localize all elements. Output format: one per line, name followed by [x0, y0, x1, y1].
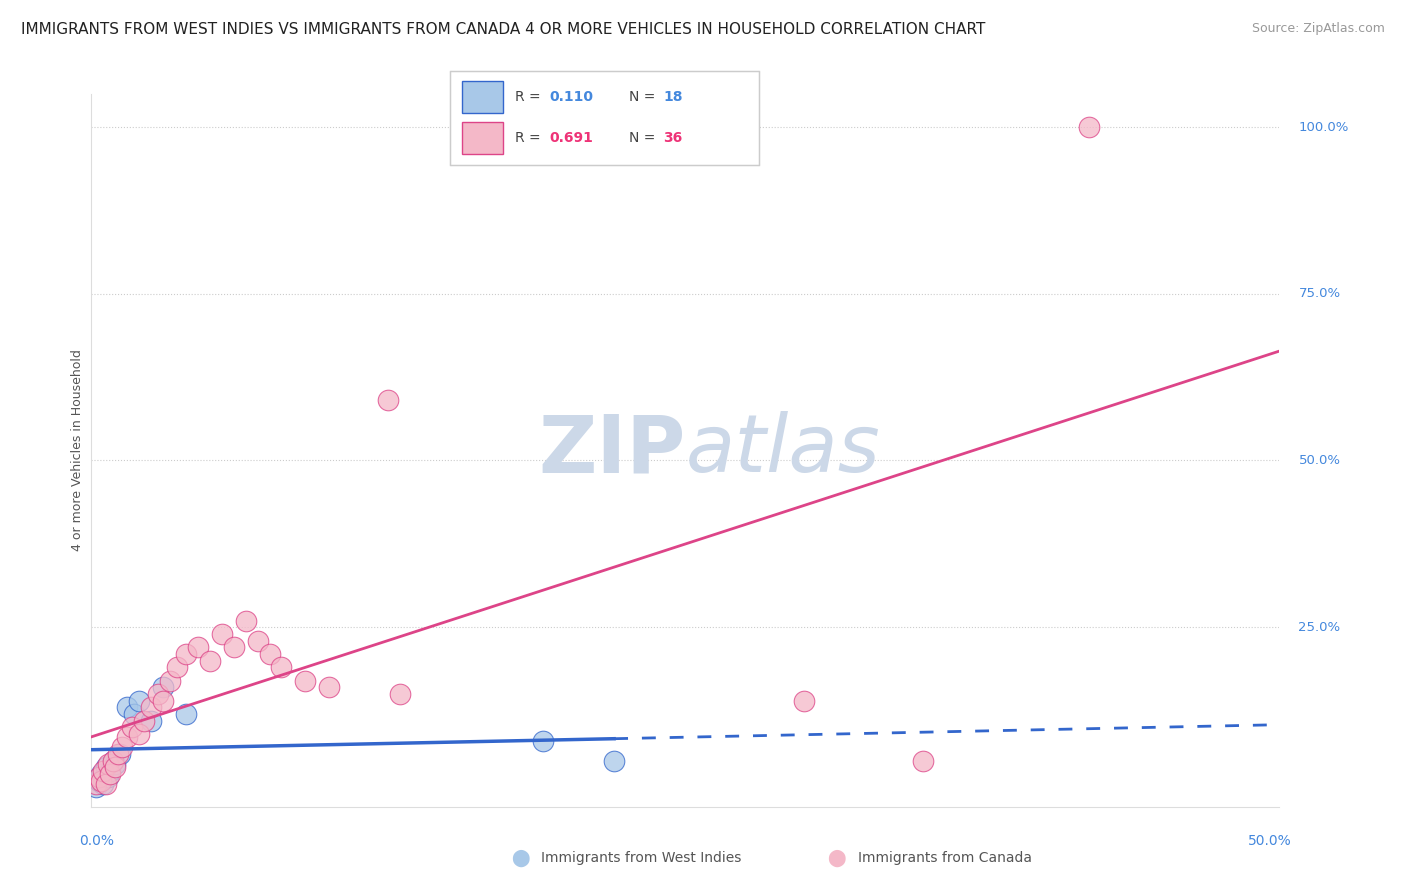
Point	[90, 767, 112, 781]
Bar	[463, 81, 502, 112]
Point	[132, 714, 155, 728]
Text: 0.691: 0.691	[548, 131, 593, 145]
Point	[104, 756, 127, 771]
Bar	[463, 122, 502, 153]
Point	[94, 777, 117, 791]
Text: Immigrants from West Indies: Immigrants from West Indies	[541, 851, 742, 865]
Point	[104, 760, 127, 774]
Point	[101, 754, 124, 768]
Point	[793, 693, 815, 707]
Point	[84, 780, 107, 795]
Point	[176, 706, 198, 721]
Text: R =: R =	[515, 90, 546, 103]
Point	[377, 393, 399, 408]
Point	[90, 773, 112, 788]
Point	[91, 777, 114, 791]
Text: 0.110: 0.110	[548, 90, 593, 103]
Text: 75.0%: 75.0%	[1299, 287, 1340, 301]
Point	[139, 700, 162, 714]
Point	[87, 770, 110, 784]
Point	[294, 673, 316, 688]
Text: IMMIGRANTS FROM WEST INDIES VS IMMIGRANTS FROM CANADA 4 OR MORE VEHICLES IN HOUS: IMMIGRANTS FROM WEST INDIES VS IMMIGRANT…	[21, 22, 986, 37]
Point	[235, 614, 257, 628]
Point	[84, 777, 107, 791]
Point	[115, 700, 138, 714]
Text: 18: 18	[664, 90, 683, 103]
Y-axis label: 4 or more Vehicles in Household: 4 or more Vehicles in Household	[72, 350, 84, 551]
Point	[87, 773, 110, 788]
Text: 36: 36	[664, 131, 682, 145]
Point	[97, 756, 120, 771]
Point	[115, 730, 138, 744]
Point	[222, 640, 245, 655]
Point	[94, 760, 117, 774]
Point	[1078, 120, 1101, 134]
Point	[146, 687, 169, 701]
Point	[111, 740, 134, 755]
Point	[176, 647, 198, 661]
Point	[128, 727, 150, 741]
Point	[121, 720, 143, 734]
Point	[100, 764, 122, 778]
Text: 25.0%: 25.0%	[1299, 621, 1340, 633]
Point	[270, 660, 292, 674]
Point	[166, 660, 188, 674]
Point	[91, 764, 114, 778]
Point	[122, 706, 145, 721]
Text: ZIP: ZIP	[538, 411, 685, 490]
Text: 50.0%: 50.0%	[1299, 454, 1340, 467]
Text: R =: R =	[515, 131, 546, 145]
Point	[159, 673, 181, 688]
Point	[389, 687, 412, 701]
Point	[200, 654, 222, 668]
Text: Immigrants from Canada: Immigrants from Canada	[858, 851, 1032, 865]
Point	[211, 627, 233, 641]
Text: ⬤: ⬤	[510, 849, 530, 867]
Point	[187, 640, 209, 655]
Text: 100.0%: 100.0%	[1299, 120, 1348, 134]
Point	[101, 754, 124, 768]
Point	[259, 647, 281, 661]
Text: ⬤: ⬤	[827, 849, 846, 867]
Text: N =: N =	[630, 90, 659, 103]
Point	[108, 747, 131, 761]
Point	[152, 693, 174, 707]
Point	[107, 747, 129, 761]
Text: 0.0%: 0.0%	[80, 834, 114, 848]
Point	[97, 770, 120, 784]
Point	[152, 680, 174, 694]
Point	[128, 693, 150, 707]
Point	[318, 680, 340, 694]
Text: 50.0%: 50.0%	[1247, 834, 1291, 848]
Point	[246, 633, 269, 648]
Point	[531, 733, 554, 747]
Point	[100, 767, 122, 781]
Text: atlas: atlas	[685, 411, 880, 490]
Text: N =: N =	[630, 131, 659, 145]
Text: Source: ZipAtlas.com: Source: ZipAtlas.com	[1251, 22, 1385, 36]
Point	[603, 754, 626, 768]
Point	[139, 714, 162, 728]
Point	[911, 754, 934, 768]
